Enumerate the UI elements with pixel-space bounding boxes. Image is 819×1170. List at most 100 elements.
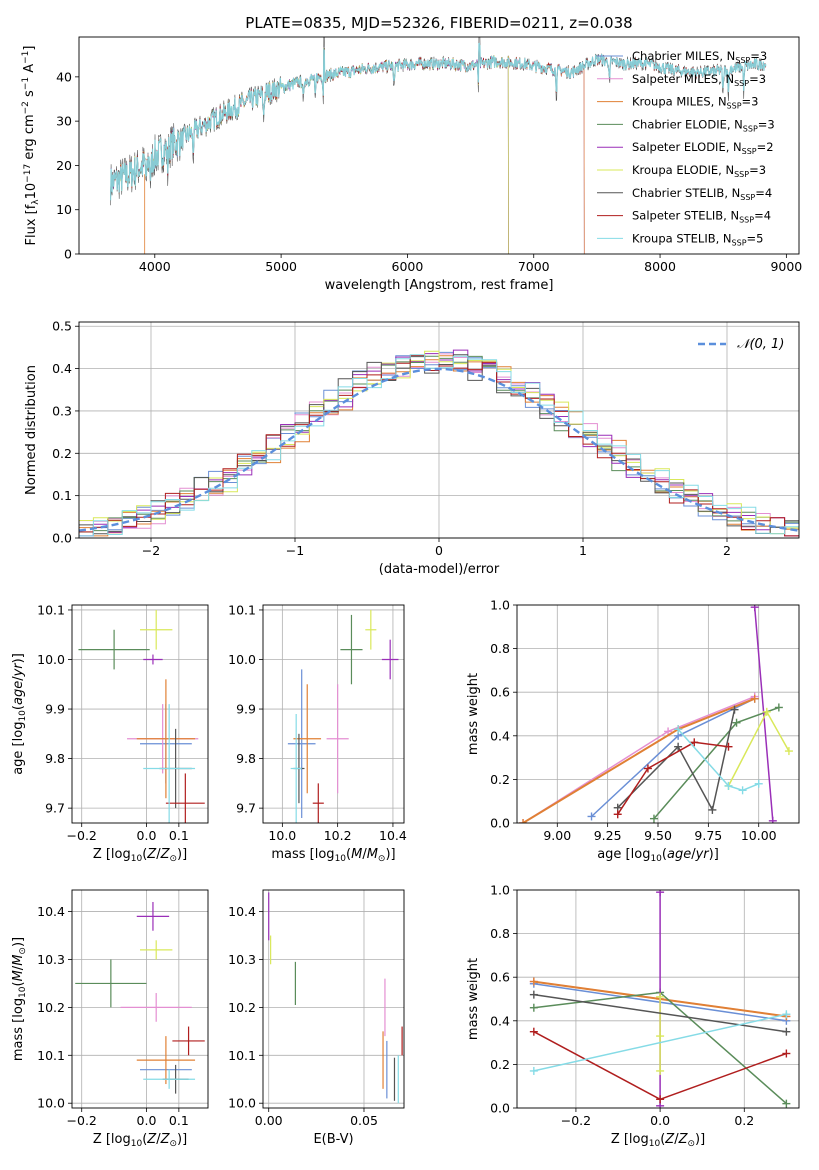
errorbar-chabrier-elodie <box>75 959 147 1008</box>
weight_vs_age-xlabel: age [log10(age/yr)] <box>597 847 719 864</box>
mass_vs_ebv-axes: 0.00 0.05 10.0 10.1 10.2 10.3 10.4 E(B-V) <box>228 889 405 1147</box>
weight_vs_age-xtick-label: 9.75 <box>694 828 722 843</box>
spectrum-legend: Chabrier MILES, NSSP=3 Salpeter MILES, NS… <box>597 49 775 247</box>
legend-label: Chabrier ELODIE, NSSP=3 <box>632 117 775 133</box>
weight_vs_age-xtick-label: 9.25 <box>594 828 622 843</box>
mass_vs_Z-frame <box>71 889 209 1109</box>
weight_vs_age-frame <box>516 604 800 824</box>
errorbar-kroupa-stelib <box>143 704 196 823</box>
weight_vs_Z-ytick-label: 0.2 <box>490 1057 510 1072</box>
residuals-ylabel: Normed distribution <box>24 365 39 495</box>
age_vs_mass-ytick-label: 10.0 <box>228 652 256 667</box>
age_vs_Z-xtick-label: −0.2 <box>67 828 97 843</box>
age_vs_Z-axes: −0.2 0.0 0.1 9.7 9.8 9.9 10.0 10.1 Z [log10(Z/Z⊙… <box>11 602 209 864</box>
age_vs_mass-frame <box>262 604 405 824</box>
mass_vs_Z-ytick-label: 10.0 <box>37 1096 65 1111</box>
errorbar-chabrier-elodie <box>78 629 150 670</box>
mass_vs_ebv-ytick-label: 10.0 <box>228 1096 256 1111</box>
residuals-ytick-label: 0.1 <box>52 488 72 503</box>
age_vs_Z-ytick-label: 10.0 <box>37 652 65 667</box>
weight_vs_age-ylabel: mass weight <box>466 673 481 755</box>
mass_vs_ebv-ytick-label: 10.3 <box>228 952 256 967</box>
weight_vs_age-ytick-label: 0.6 <box>490 685 510 700</box>
weights-chabrier-elodie <box>649 703 783 823</box>
age_vs_Z-ytick-label: 10.1 <box>37 602 65 617</box>
weight-line <box>617 741 729 815</box>
spectrum-ytick-label: 10 <box>56 202 72 217</box>
weight_vs_age-ytick-label: 0.2 <box>490 772 510 787</box>
errorbar-kroupa-elodie <box>365 609 377 650</box>
legend-label: Chabrier STELIB, NSSP=4 <box>632 186 772 202</box>
errorbar-kroupa-miles <box>136 1036 196 1085</box>
mass_vs_Z-ytick-label: 10.3 <box>37 952 65 967</box>
residuals-xtick-label: 1 <box>579 543 587 558</box>
residuals-xlabel: (data-model)/error <box>379 562 500 577</box>
weight_vs_age-ytick-label: 0.8 <box>490 641 510 656</box>
age_vs_mass-points <box>287 609 399 823</box>
age_vs_Z-ylabel: age [log10(age/yr)] <box>11 653 28 775</box>
spectrum-lines <box>110 37 767 254</box>
weight_vs_Z-ytick-label: 0.8 <box>490 926 510 941</box>
errorbar-salpeter-elodie <box>136 901 170 931</box>
legend-label: Salpeter ELODIE, NSSP=2 <box>632 140 774 156</box>
weight-line <box>753 607 774 821</box>
errorbar-kroupa-miles <box>293 684 322 794</box>
weights-kroupa-elodie <box>656 992 665 1075</box>
mass_vs_ebv-frame <box>262 889 405 1109</box>
spectrum-model-salpeter-miles <box>110 45 585 254</box>
weight-line <box>590 698 756 818</box>
weight_vs_age-ytick-label: 0.4 <box>490 728 510 743</box>
weight_vs_Z-ytick-label: 0.0 <box>490 1101 510 1116</box>
weight_vs_Z-ytick-label: 0.6 <box>490 970 510 985</box>
weight_vs_age-axes: 9.00 9.25 9.50 9.75 10.00 0.0 0.2 0.4 0.6 0.8 1.0 a… <box>466 598 800 864</box>
spectrum-ytick-label: 0 <box>64 247 72 262</box>
weight_vs_age-xtick-label: 10.00 <box>741 828 777 843</box>
spectrum-ytick-label: 30 <box>56 114 72 129</box>
weight_vs_Z-ytick-label: 0.4 <box>490 1013 510 1028</box>
spectrum-model-kroupa-miles <box>110 43 585 254</box>
weights-chabrier-stelib <box>613 705 739 814</box>
age_vs_mass-ytick-label: 9.8 <box>236 751 256 766</box>
weight_vs_Z-xlabel: Z [log10(Z/Z⊙)] <box>611 1132 705 1149</box>
age_vs_Z-ytick-label: 9.8 <box>45 751 65 766</box>
spectrum-xtick-label: 4000 <box>139 259 171 274</box>
weights-salpeter-elodie <box>750 605 777 823</box>
mass_vs_ebv-xtick-label: 0.05 <box>350 1113 378 1128</box>
residuals-ytick-label: 0.3 <box>52 403 72 418</box>
age_vs_mass-xtick-label: 10.2 <box>324 828 352 843</box>
mass_vs_ebv-ytick-label: 10.4 <box>228 904 256 919</box>
weights-kroupa-stelib <box>529 1010 791 1075</box>
spectrum-ylabel: Flux [fλ10−17 erg cm−2 s−1 A−1] <box>21 46 41 246</box>
mass_vs_ebv-ytick-label: 10.2 <box>228 1000 256 1015</box>
residuals-ytick-label: 0.2 <box>52 446 72 461</box>
residuals-axes: −2 −1 0 1 2 0.0 0.1 0.2 0.3 0.4 0.5 (data-model)/er… <box>24 319 800 577</box>
weight-line <box>677 728 759 792</box>
weight-line <box>533 1013 787 1072</box>
errorbar-salpeter-stelib <box>172 1026 205 1056</box>
age_vs_Z-ytick-label: 9.7 <box>45 801 65 816</box>
weights-kroupa-stelib <box>674 725 763 795</box>
weight_vs_age-xtick-label: 9.50 <box>644 828 672 843</box>
residuals-xtick-label: 2 <box>723 543 731 558</box>
errorbar-kroupa-stelib <box>143 1069 196 1089</box>
mass_vs_ebv-points <box>268 892 403 1104</box>
weights-salpeter-stelib <box>613 738 733 819</box>
weight_vs_age-xtick-label: 9.00 <box>543 828 571 843</box>
residuals-ytick-label: 0.0 <box>52 531 72 546</box>
errorbar-salpeter-stelib <box>312 783 324 823</box>
errorbar-salpeter-elodie <box>381 639 399 680</box>
spectrum-model-kroupa-stelib <box>110 42 767 201</box>
weights-chabrier-stelib <box>529 990 791 1036</box>
legend-label: Chabrier MILES, NSSP=3 <box>632 49 767 65</box>
normal-curve <box>79 367 799 532</box>
legend-label: Salpeter MILES, NSSP=3 <box>632 72 766 88</box>
spectrum-ytick-label: 40 <box>56 69 72 84</box>
mass_vs_ebv-ytick-label: 10.1 <box>228 1048 256 1063</box>
errorbar-kroupa-miles <box>136 679 196 799</box>
mass_vs_Z-ylabel: mass [log10(M/M⊙)] <box>11 937 28 1061</box>
residuals-xtick-label: −1 <box>286 543 304 558</box>
legend-label: Kroupa MILES, NSSP=3 <box>632 95 758 111</box>
age_vs_Z-xlabel: Z [log10(Z/Z⊙)] <box>93 847 187 864</box>
age_vs_mass-ytick-label: 10.1 <box>228 602 256 617</box>
residuals-xtick-label: 0 <box>435 543 443 558</box>
